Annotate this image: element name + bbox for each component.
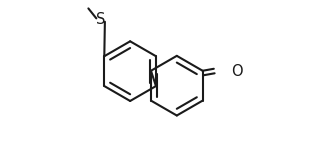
Text: S: S: [96, 12, 105, 27]
Text: O: O: [231, 64, 242, 79]
